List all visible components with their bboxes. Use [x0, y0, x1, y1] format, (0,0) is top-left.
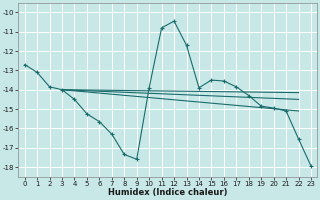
X-axis label: Humidex (Indice chaleur): Humidex (Indice chaleur): [108, 188, 228, 197]
